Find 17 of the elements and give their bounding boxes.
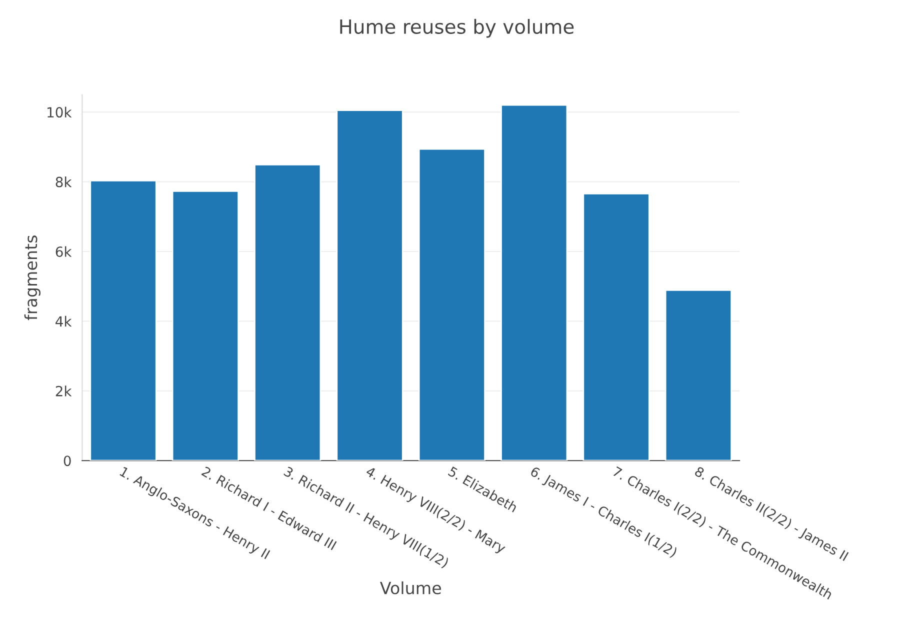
bar	[172, 190, 239, 461]
bar	[418, 148, 486, 461]
bar	[336, 110, 404, 461]
y-tick-label: 2k	[56, 386, 72, 396]
y-tick-label: 10k	[48, 106, 72, 118]
bar	[254, 164, 322, 461]
y-tick-label: 6k	[56, 246, 72, 257]
y-tick-label: 0	[64, 456, 71, 466]
bar	[664, 289, 732, 461]
bar	[500, 104, 568, 461]
chart-title: Hume reuses by volume	[340, 18, 574, 38]
y-tick-label: 8k	[56, 176, 72, 188]
bar	[582, 192, 650, 461]
x-axis-title: Volume	[380, 581, 441, 594]
y-axis-title: fragments	[24, 236, 40, 320]
y-tick-label: 4k	[56, 316, 72, 326]
bar	[90, 180, 157, 461]
